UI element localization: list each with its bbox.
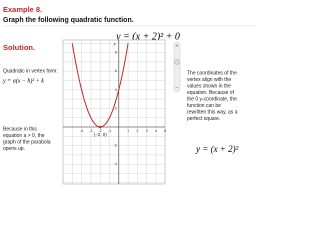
- note-line: equation a > 0, the: [3, 133, 45, 139]
- y-tick-label: 2: [115, 106, 117, 110]
- note-line: perfect square.: [187, 116, 220, 122]
- equation: y = (x + 2)² + 0: [115, 31, 180, 42]
- note-line: the 0 y-coordinate, the: [187, 96, 237, 102]
- zoom-out[interactable]: −: [176, 85, 179, 91]
- x-tick-label: 4: [155, 129, 157, 133]
- x-tick-label: -3: [89, 129, 92, 133]
- vertex-label: (−2, 0): [94, 132, 108, 137]
- slide: Example 8. Graph the following quadratic…: [2, 4, 256, 185]
- x-tick-label: 2: [136, 129, 138, 133]
- x-tick-label: 3: [146, 129, 148, 133]
- x-tick-label: -1: [108, 129, 111, 133]
- note-line: rewritten this way, as a: [187, 109, 238, 115]
- graph-frame: [62, 39, 166, 185]
- vertex-point: [98, 125, 102, 129]
- rewritten-equation: y = (x + 2)²: [195, 144, 239, 154]
- x-tick-label: 1: [127, 129, 129, 133]
- note-line: The coordinates of the: [187, 70, 237, 76]
- slider: + −: [173, 41, 181, 93]
- x-tick-label: 5: [164, 129, 166, 133]
- y-tick-label: 8: [115, 51, 117, 55]
- note-line: opens up.: [3, 146, 25, 152]
- vertex-form-label: Quadratic in vertex form:: [3, 68, 58, 74]
- y-tick-label: 4: [115, 88, 117, 92]
- zoom-in[interactable]: +: [176, 43, 179, 49]
- y-tick-label: -4: [114, 162, 117, 166]
- slider-handle[interactable]: [174, 59, 180, 65]
- note-line: equation. Because of: [187, 90, 235, 96]
- note-line: values shown in the: [187, 83, 231, 89]
- vertex-form-formula: y = a(x − h)² + k: [2, 77, 44, 84]
- x-tick-label: -4: [80, 129, 83, 133]
- y-tick-label: 6: [115, 69, 117, 73]
- slider-track: [173, 41, 181, 93]
- solution-label: Solution.: [3, 43, 35, 52]
- note-line: Because in this: [3, 126, 37, 132]
- x-tick-label: -2: [99, 129, 102, 133]
- y-tick-label: -2: [114, 144, 117, 148]
- note-line: function can be: [187, 103, 221, 109]
- instruction: Graph the following quadratic function.: [3, 17, 134, 24]
- note-line: vertex align with the: [187, 77, 231, 83]
- example-title: Example 8.: [3, 5, 42, 14]
- note-line: graph of the parabola: [3, 139, 51, 145]
- graph: y -4 -3 -2 -1 1 2 3 4 5 8 6 4 2 -2 -4 (−2, 0): [62, 39, 166, 185]
- y-axis-label: y: [113, 41, 116, 46]
